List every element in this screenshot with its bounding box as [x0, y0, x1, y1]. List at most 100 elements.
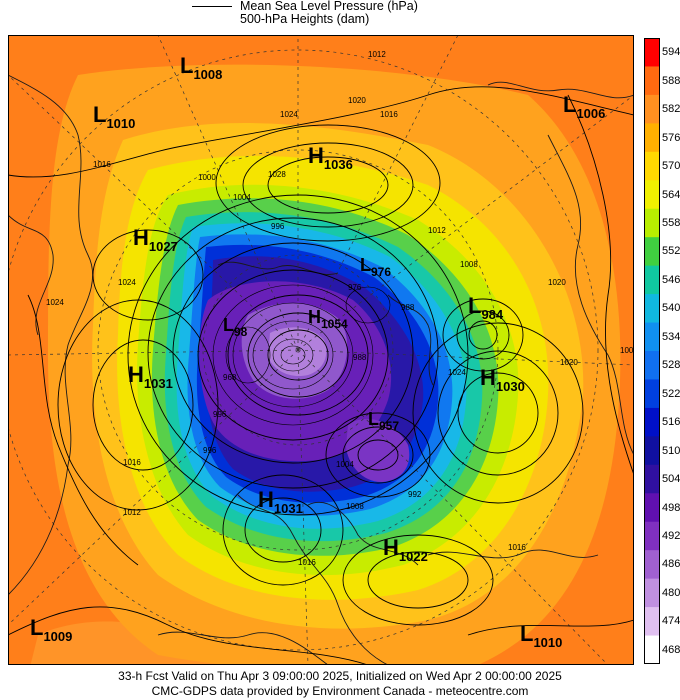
colorbar-level-label: 486: [662, 558, 680, 571]
colorbar-level-label: 546: [662, 273, 680, 286]
colorbar-level-label: 564: [662, 188, 680, 201]
colorbar-swatch: [644, 493, 660, 523]
pressure-center: L1009: [30, 615, 72, 644]
pressure-center: L957: [368, 409, 399, 433]
pressure-center: H1022: [383, 535, 428, 564]
colorbar-swatch: [644, 550, 660, 580]
isobar-label: 1016: [298, 558, 316, 567]
colorbar-frame: [644, 38, 660, 664]
isobar-label: 988: [353, 353, 367, 362]
pressure-center: L1008: [180, 53, 222, 82]
isobars: [8, 86, 634, 665]
colorbar-swatch: [644, 464, 660, 494]
pressure-center: L976: [360, 255, 391, 279]
data-credit: CMC-GDPS data provided by Environment Ca…: [151, 684, 529, 698]
colorbar-level-label: 552: [662, 245, 680, 258]
isobar-label: 1028: [268, 170, 286, 179]
pressure-center: H1036: [308, 143, 353, 172]
colorbar-level-label: 468: [662, 643, 680, 656]
colorbar-level-label: 516: [662, 416, 680, 429]
colorbar-level-label: 474: [662, 615, 680, 628]
isobar-legend-line: [192, 6, 232, 7]
isobar-label: 1016: [380, 110, 398, 119]
colorbar-level-label: 498: [662, 501, 680, 514]
pressure-center: L1006: [563, 92, 605, 121]
colorbar-level-label: 588: [662, 74, 680, 87]
pressure-center: L98: [223, 315, 248, 339]
isobar-label: 1008: [620, 346, 634, 355]
coastlines: [8, 74, 634, 665]
colorbar-swatch: [644, 208, 660, 238]
isobar-label: 1020: [560, 358, 578, 367]
isobar-label: 1024: [280, 110, 298, 119]
colorbar-swatch: [644, 407, 660, 437]
isobar-label: 1020: [348, 96, 366, 105]
isobar-label: 1016: [93, 160, 111, 169]
isobar-label: 996: [213, 410, 227, 419]
map-legend: Mean Sea Level Pressure (hPa) 500-hPa He…: [0, 0, 680, 32]
isobar-label: 1024: [118, 278, 136, 287]
isobar-label: 1016: [123, 458, 141, 467]
isobar-label: 1024: [46, 298, 64, 307]
height-band-498-low: [346, 418, 410, 483]
colorbar-level-label: 594: [662, 46, 680, 59]
isobar-label: 992: [408, 490, 422, 499]
pressure-center: H1027: [133, 225, 178, 254]
colorbar-swatch: [644, 351, 660, 380]
colorbar-swatch: [644, 322, 660, 352]
heights-legend-label: 500-hPa Heights (dam): [240, 12, 370, 26]
isobar-label: 988: [401, 303, 415, 312]
map-frame: [8, 35, 634, 665]
pressure-legend-label: Mean Sea Level Pressure (hPa): [240, 0, 418, 13]
colorbar-swatch: [644, 123, 660, 153]
colorbar-swatch: [644, 151, 660, 181]
colorbar-swatch: [644, 294, 660, 323]
colorbar-swatch: [644, 379, 660, 409]
height-band-480: [268, 327, 327, 377]
isobar-label: 1004: [233, 193, 251, 202]
colorbar-level-label: 492: [662, 529, 680, 542]
pressure-center: H1031: [128, 362, 173, 391]
forecast-valid-time: 33-h Fcst Valid on Thu Apr 3 09:00:00 20…: [118, 669, 562, 683]
isobar-label: 1012: [368, 50, 386, 59]
isobar-label: 1008: [346, 502, 364, 511]
colorbar-swatch: [644, 38, 660, 67]
pressure-center: L1010: [520, 621, 562, 650]
colorbar-swatch: [644, 607, 660, 636]
isobar-label: 1012: [123, 508, 141, 517]
colorbar-level-label: 480: [662, 586, 680, 599]
height-colorbar: [644, 38, 660, 664]
isobar-label: 1016: [508, 543, 526, 552]
colorbar-level-label: 522: [662, 387, 680, 400]
isobar-label: 1000: [198, 173, 216, 182]
isobar-label: 1004: [336, 460, 354, 469]
isobar-label: 1020: [548, 278, 566, 287]
weather-map: 1012 1020 1016 1024 1016 1028 1000 1004 …: [8, 35, 634, 665]
colorbar-swatch: [644, 237, 660, 267]
colorbar-level-label: 576: [662, 131, 680, 144]
isobar-label: 968: [223, 373, 237, 382]
pressure-center: L1010: [93, 102, 135, 131]
colorbar-swatch: [644, 635, 660, 664]
colorbar-swatch: [644, 180, 660, 210]
colorbar-swatch: [644, 66, 660, 96]
polar-isobars: [212, 284, 391, 426]
colorbar-swatch: [644, 578, 660, 608]
lat-lon-grid: [8, 35, 634, 665]
colorbar-swatch: [644, 521, 660, 551]
isobar-label: 1024: [448, 368, 466, 377]
isobar-label: 976: [348, 283, 362, 292]
pressure-center: H1031: [258, 487, 303, 516]
isobar-label: 996: [203, 446, 217, 455]
colorbar-level-label: 510: [662, 444, 680, 457]
colorbar-level-label: 570: [662, 160, 680, 173]
colorbar-level-label: 528: [662, 359, 680, 372]
colorbar-level-label: 582: [662, 103, 680, 116]
pressure-center: H1054: [308, 307, 348, 331]
colorbar-level-label: 558: [662, 216, 680, 229]
isobar-label: 996: [271, 222, 285, 231]
colorbar-swatch: [644, 94, 660, 124]
colorbar-level-label: 504: [662, 473, 680, 486]
colorbar-swatch: [644, 436, 660, 466]
pressure-centers: L1008 L1010 H1036 L1006 H1027 L976 L984 …: [30, 53, 605, 650]
